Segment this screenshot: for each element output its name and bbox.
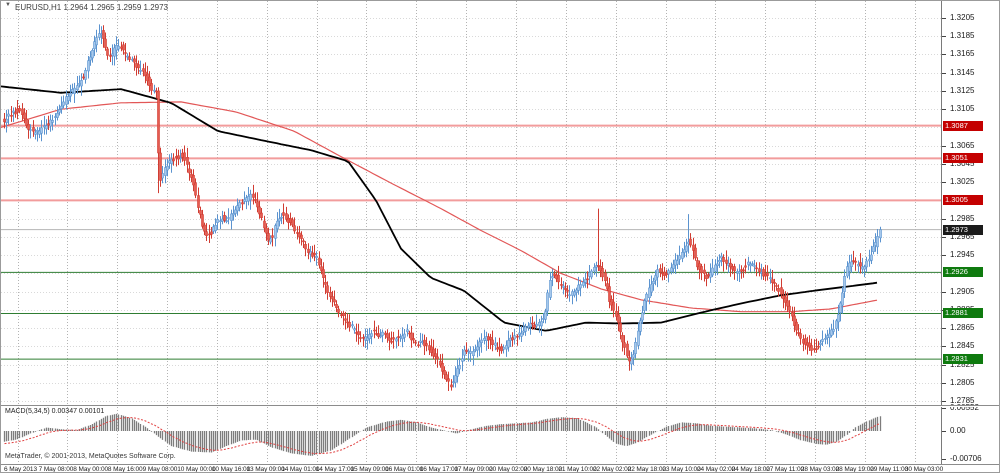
macd-signal-line [4, 417, 881, 455]
pane-separator[interactable] [1, 405, 999, 406]
price-tick-label: 1.2905 [950, 287, 975, 296]
time-axis-label: 14 May 17:00 [315, 466, 354, 473]
macd-tick-label: -0.00706 [950, 454, 982, 463]
price-tick-mark [942, 237, 946, 238]
price-tick-label: 1.2845 [950, 341, 975, 350]
copyright-text: MetaTrader, © 2001-2013, MetaQuotes Soft… [5, 453, 176, 460]
price-tick-mark [942, 164, 946, 165]
time-axis-label: 30 May 03:00 [904, 466, 944, 473]
price-level-badge: 1.2926 [943, 267, 983, 277]
price-tick-label: 1.2805 [950, 378, 975, 387]
price-tick-label: 1.2865 [950, 323, 975, 332]
time-axis-label: 16 May 01:00 [385, 466, 424, 473]
price-level-badge: 1.3005 [943, 195, 983, 205]
price-tick-mark [942, 109, 946, 110]
time-axis-label: 10 May 16:00 [211, 466, 251, 473]
price-tick-mark [942, 146, 946, 147]
price-tick-label: 1.3185 [950, 31, 975, 40]
time-axis-label: 23 May 10:00 [662, 466, 701, 473]
price-tick-mark [942, 54, 946, 55]
time-axis-label: 8 May 16:00 [107, 466, 143, 473]
ma-slow-line [1, 85, 878, 332]
price-tick-mark [942, 255, 946, 256]
price-tick-mark [942, 73, 946, 74]
price-tick-label: 1.2785 [950, 396, 975, 405]
price-tick-label: 1.2985 [950, 214, 975, 223]
bear-candle-wicks [4, 25, 861, 391]
price-level-badge: 1.2831 [943, 354, 983, 364]
macd-tick-mark [942, 459, 946, 460]
price-tick-label: 1.2965 [950, 232, 975, 241]
time-axis-label: 22 May 18:00 [627, 466, 666, 473]
time-axis-label: 24 May 18:00 [731, 466, 770, 473]
price-tick-mark [942, 182, 946, 183]
time-axis-label: 22 May 02:00 [593, 466, 632, 473]
price-tick-label: 1.3045 [950, 159, 975, 168]
macd-indicator-label: MACD(5,34,5) 0.00347 0.00101 [5, 408, 105, 415]
price-level-badge: 1.3087 [943, 121, 983, 131]
time-axis-label: 17 May 09:00 [454, 466, 493, 473]
price-tick-label: 1.3125 [950, 86, 975, 95]
price-tick-mark [942, 383, 946, 384]
time-axis-label: 7 May 08:00 [38, 466, 74, 473]
price-tick-label: 1.3065 [950, 141, 975, 150]
time-axis-label: 15 May 09:00 [350, 466, 389, 473]
price-level-badge: 1.2973 [943, 225, 983, 235]
time-axis-label: 28 May 03:00 [800, 466, 840, 473]
price-tick-mark [942, 91, 946, 92]
price-tick-label: 1.3205 [950, 13, 975, 22]
time-axis-label: 20 May 02:00 [489, 466, 528, 473]
axis-separator [1, 464, 999, 465]
chart-title: EURUSD,H1 1.2964 1.2965 1.2959 1.2973 [15, 3, 168, 12]
time-axis-label: 28 May 19:00 [835, 466, 874, 473]
price-level-badge: 1.3051 [943, 153, 983, 163]
bull-candle-wicks [6, 24, 881, 388]
time-axis-label: 16 May 17:00 [419, 466, 458, 473]
price-tick-mark [942, 18, 946, 19]
time-axis-label: 24 May 02:00 [697, 466, 736, 473]
macd-tick-label: 0.00552 [950, 403, 979, 412]
price-tick-label: 1.2945 [950, 250, 975, 259]
time-axis[interactable]: 6 May 2013 7 May 08:00 8 May 00:00 8 May 16… [1, 465, 999, 473]
price-tick-label: 1.3025 [950, 177, 975, 186]
price-axis[interactable]: 1.3205 1.3185 1.3165 1.3145 1.3125 1.3105 1.30… [941, 1, 999, 464]
macd-tick-label: 0.00 [950, 426, 966, 435]
price-tick-mark [942, 401, 946, 402]
time-axis-label: 14 May 01:00 [281, 466, 320, 473]
ma-fast-line [1, 101, 878, 313]
price-tick-mark [942, 346, 946, 347]
pane-separator-highlight [1, 406, 999, 407]
price-tick-mark [942, 36, 946, 37]
bull-candle-bodies [5, 33, 882, 383]
time-axis-label: 6 May 2013 [4, 466, 37, 473]
price-tick-label: 1.2825 [950, 360, 975, 369]
price-level-badge: 1.2881 [943, 308, 983, 318]
time-axis-label: 8 May 00:00 [73, 466, 108, 473]
macd-tick-mark [942, 408, 946, 409]
price-tick-label: 1.3105 [950, 104, 975, 113]
price-tick-label: 1.3145 [950, 68, 975, 77]
bear-candle-bodies [3, 30, 862, 388]
price-tick-mark [942, 219, 946, 220]
price-tick-mark [942, 365, 946, 366]
time-axis-label: 20 May 18:00 [523, 466, 562, 473]
time-axis-label: 9 May 08:00 [142, 466, 178, 473]
price-tick-mark [942, 292, 946, 293]
price-tick-label: 1.3165 [950, 49, 975, 58]
macd-histogram [3, 413, 882, 456]
symbol-marker-icon: ▼ [5, 2, 11, 8]
chart-canvas[interactable] [1, 1, 941, 473]
macd-tick-mark [942, 431, 946, 432]
time-axis-label: 13 May 09:00 [246, 466, 285, 473]
vertical-gridlines [18, 1, 916, 463]
time-axis-label: 21 May 10:00 [558, 466, 597, 473]
price-tick-mark [942, 328, 946, 329]
time-axis-label: 27 May 11:00 [766, 466, 805, 473]
time-axis-label: 29 May 11:00 [870, 466, 909, 473]
time-axis-label: 10 May 00:00 [177, 466, 216, 473]
